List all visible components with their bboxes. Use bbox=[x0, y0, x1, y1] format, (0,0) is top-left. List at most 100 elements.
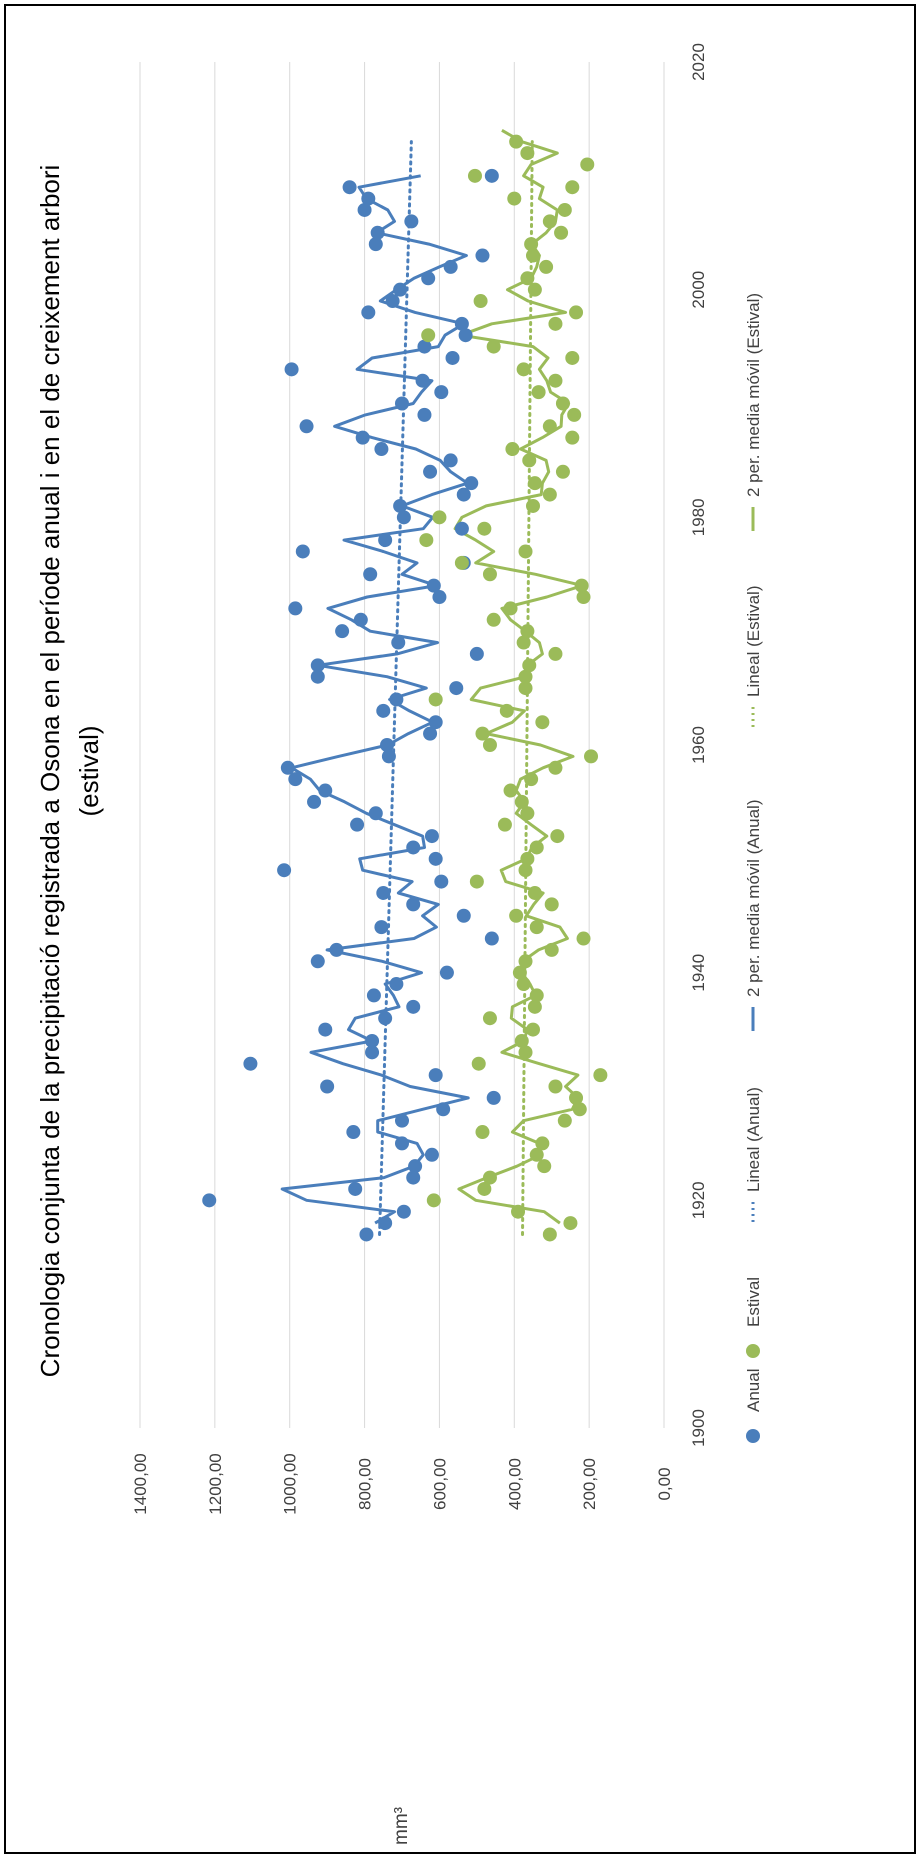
point-anual bbox=[380, 738, 395, 752]
point-anual bbox=[393, 498, 408, 513]
point-anual bbox=[348, 1181, 363, 1196]
legend-label: Estival bbox=[744, 1277, 763, 1327]
legend-item: Anual bbox=[744, 1369, 763, 1443]
y-tick-label: 600,00 bbox=[430, 1458, 449, 1510]
legend-label: Lineal (Anual) bbox=[744, 1087, 763, 1192]
point-anual bbox=[355, 430, 370, 445]
point-estival bbox=[548, 646, 563, 661]
point-estival bbox=[527, 999, 542, 1014]
point-estival bbox=[550, 829, 565, 844]
y-tick-label: 0,00 bbox=[655, 1467, 674, 1500]
point-anual bbox=[417, 339, 432, 354]
precipitation-chart: 0,00 200,00 400,00 600,00 800,00 1000,00 1200,… bbox=[35, 43, 763, 1845]
point-estival bbox=[509, 908, 524, 923]
point-estival bbox=[499, 703, 514, 718]
legend-item: Lineal (Estival) bbox=[744, 586, 763, 731]
point-anual bbox=[284, 362, 299, 377]
point-anual bbox=[484, 168, 499, 183]
point-estival bbox=[518, 681, 533, 696]
point-estival bbox=[520, 271, 535, 286]
point-estival bbox=[518, 954, 533, 969]
point-estival bbox=[507, 191, 522, 206]
point-anual bbox=[417, 407, 432, 422]
point-anual bbox=[365, 1033, 380, 1048]
legend-item: Lineal (Anual) bbox=[744, 1087, 763, 1226]
point-anual bbox=[456, 908, 471, 923]
point-anual bbox=[395, 1113, 409, 1128]
point-anual bbox=[428, 851, 443, 866]
chart-frame: 0,00 200,00 400,00 600,00 800,00 1000,00 1200,… bbox=[4, 4, 916, 1854]
point-anual bbox=[378, 533, 393, 548]
point-estival bbox=[529, 1147, 544, 1162]
y-axis-label-text: mm³ bbox=[391, 1807, 412, 1845]
y-tick-label: 200,00 bbox=[580, 1458, 599, 1510]
point-anual bbox=[378, 1011, 393, 1026]
point-anual bbox=[374, 920, 389, 935]
legend-label: 2 per. media móvil (Estival) bbox=[744, 293, 763, 497]
point-estival bbox=[454, 555, 469, 570]
point-estival bbox=[569, 1090, 584, 1105]
point-estival bbox=[544, 942, 559, 957]
point-anual bbox=[288, 601, 303, 616]
legend-label: 2 per. media móvil (Anual) bbox=[744, 800, 763, 997]
point-anual bbox=[350, 817, 365, 832]
point-estival bbox=[529, 920, 544, 935]
legend-label: Anual bbox=[744, 1369, 763, 1412]
point-estival bbox=[539, 259, 554, 274]
point-estival bbox=[542, 487, 557, 502]
point-anual bbox=[406, 897, 421, 912]
point-estival bbox=[576, 931, 591, 946]
y-tick-label: 1000,00 bbox=[281, 1453, 300, 1514]
x-tick-label: 1960 bbox=[689, 726, 708, 764]
point-estival bbox=[526, 248, 540, 263]
chart-title-line-2: (estival) bbox=[74, 725, 104, 816]
point-anual bbox=[335, 624, 350, 639]
point-anual bbox=[329, 942, 344, 957]
legend-dot-marker bbox=[746, 1344, 760, 1358]
point-anual bbox=[299, 419, 314, 434]
point-anual bbox=[464, 476, 479, 491]
legend-dot-marker bbox=[746, 1429, 760, 1443]
point-anual bbox=[318, 783, 333, 798]
point-estival bbox=[426, 1193, 441, 1208]
point-anual bbox=[376, 885, 391, 900]
y-axis-label: mm³ bbox=[391, 1807, 412, 1845]
point-anual bbox=[454, 316, 469, 331]
point-estival bbox=[569, 305, 584, 320]
point-estival bbox=[482, 738, 497, 752]
point-anual bbox=[389, 977, 404, 992]
x-tick-label: 1920 bbox=[689, 1181, 708, 1219]
point-estival bbox=[565, 350, 580, 365]
point-estival bbox=[522, 453, 537, 468]
point-estival bbox=[535, 715, 550, 730]
point-anual bbox=[454, 521, 469, 536]
point-estival bbox=[529, 840, 544, 855]
point-anual bbox=[484, 931, 499, 946]
point-estival bbox=[516, 362, 531, 377]
y-tick-label: 800,00 bbox=[356, 1458, 375, 1510]
point-anual bbox=[378, 1216, 393, 1231]
point-estival bbox=[486, 339, 501, 354]
point-anual bbox=[436, 1102, 451, 1117]
point-estival bbox=[524, 237, 539, 252]
point-estival bbox=[526, 498, 540, 513]
point-anual bbox=[458, 328, 473, 343]
point-estival bbox=[482, 1170, 497, 1185]
point-anual bbox=[368, 806, 383, 821]
point-estival bbox=[522, 658, 537, 673]
point-estival bbox=[526, 1022, 540, 1037]
point-estival bbox=[544, 897, 559, 912]
gridlines bbox=[139, 62, 665, 1428]
point-anual bbox=[368, 237, 383, 252]
point-anual bbox=[389, 692, 404, 707]
point-estival bbox=[520, 624, 535, 639]
point-estival bbox=[514, 1033, 529, 1048]
point-anual bbox=[426, 578, 441, 593]
point-estival bbox=[557, 202, 572, 217]
point-anual bbox=[428, 1068, 443, 1083]
point-anual bbox=[363, 567, 378, 582]
point-estival bbox=[421, 328, 436, 343]
point-anual bbox=[318, 1022, 333, 1037]
point-anual bbox=[202, 1193, 217, 1208]
y-tick-label: 1400,00 bbox=[131, 1453, 150, 1514]
